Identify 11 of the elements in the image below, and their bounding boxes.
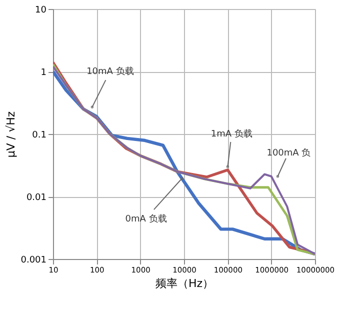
annotation: 100mA 负 (266, 147, 311, 158)
y-tick-label: 0.001 (20, 256, 46, 266)
y-tick-label: 10 (35, 6, 47, 16)
annotation: 0mA 负载 (125, 213, 167, 224)
y-tick-label: 0.01 (26, 193, 46, 203)
annotation: 1mA 负载 (210, 128, 252, 140)
y-tick-label: 0.1 (32, 130, 46, 140)
annotation: 10mA 负载 (86, 66, 134, 78)
y-axis-title: µV / √Hz (4, 111, 18, 158)
x-axis-title: 频率（Hz） (155, 277, 214, 290)
y-tick-label: 1 (40, 68, 46, 78)
